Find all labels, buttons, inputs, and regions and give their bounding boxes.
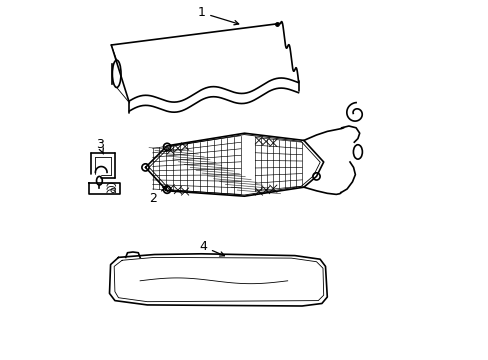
Text: 1: 1: [197, 6, 238, 25]
Text: 4: 4: [199, 240, 224, 256]
Text: 2: 2: [148, 186, 167, 204]
Text: 3: 3: [96, 138, 103, 154]
